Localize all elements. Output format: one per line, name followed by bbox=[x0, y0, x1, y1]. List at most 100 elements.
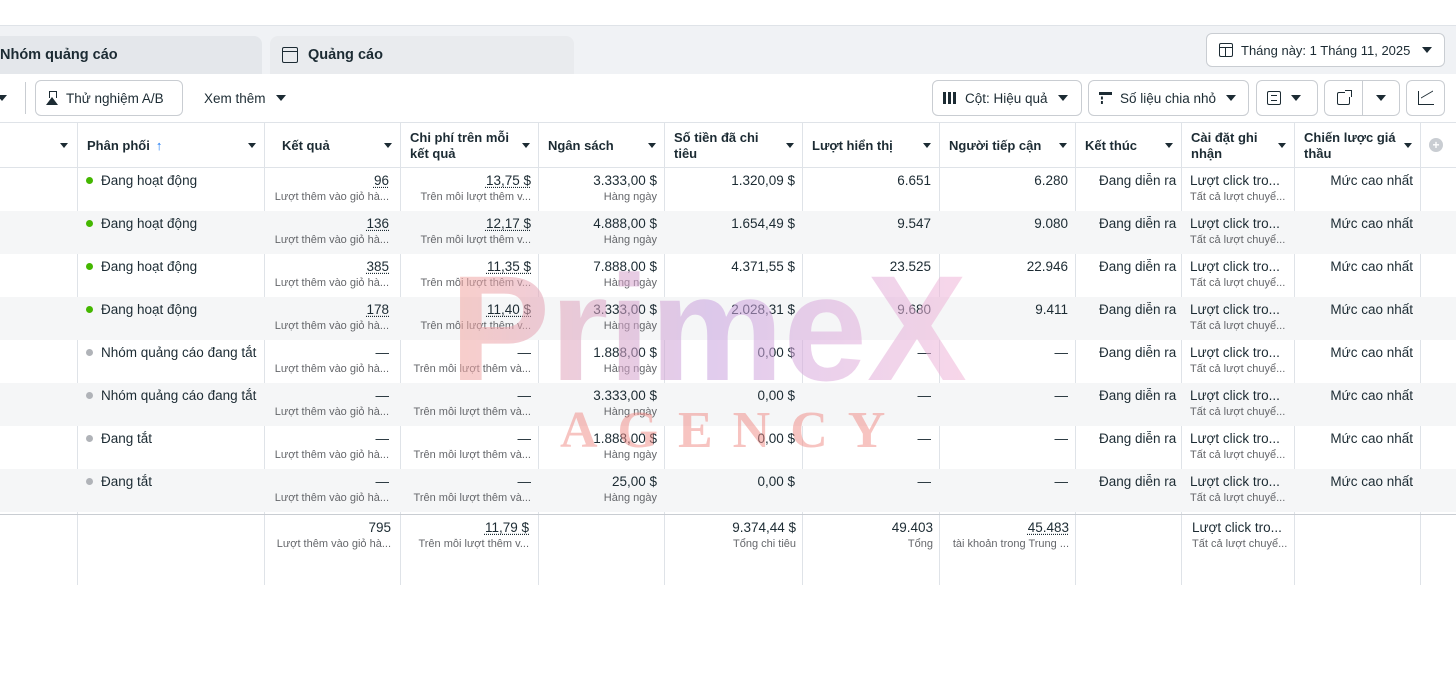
column-header-attribution[interactable]: Cài đặt ghi nhận bbox=[1191, 123, 1294, 168]
status-dot bbox=[86, 392, 93, 399]
results-cell: — Lượt thêm vào giỏ hà... bbox=[274, 388, 389, 418]
cost-per-result-cell: 11,40 $ Trên mỗi lượt thêm v... bbox=[420, 302, 531, 332]
cost-per-result-cell: — Trên mỗi lượt thêm và... bbox=[413, 431, 531, 461]
chevron-down-icon bbox=[1165, 143, 1173, 148]
table-row[interactable]: Đang hoạt động 136 Lượt thêm vào giỏ hà...… bbox=[0, 211, 1456, 254]
ends-cell: Đang diễn ra bbox=[1099, 302, 1177, 317]
breakdown-button[interactable]: Số liệu chia nhỏ bbox=[1088, 80, 1249, 116]
attribution-cell: Lượt click tro... Tất cả lượt chuyể... bbox=[1190, 259, 1286, 289]
amount-spent-cell: 4.371,55 $ bbox=[731, 259, 795, 274]
status-dot bbox=[86, 177, 93, 184]
delivery-status: Đang tắt bbox=[101, 431, 153, 446]
delivery-status: Đang hoạt động bbox=[101, 302, 198, 317]
bid-strategy-cell: Mức cao nhất bbox=[1330, 474, 1413, 489]
chevron-down-icon bbox=[648, 143, 656, 148]
column-header-reach[interactable]: Người tiếp cận bbox=[949, 123, 1075, 168]
sort-ascending-icon: ↑ bbox=[155, 137, 163, 153]
chevron-down-icon bbox=[384, 143, 392, 148]
export-menu-button[interactable] bbox=[1363, 81, 1399, 115]
reports-button[interactable] bbox=[1256, 80, 1318, 116]
status-dot bbox=[86, 306, 93, 313]
table-row[interactable]: Đang tắt — Lượt thêm vào giỏ hà... — Trên mỗ… bbox=[0, 426, 1456, 469]
attribution-cell: Lượt click tro... Tất cả lượt chuyể... bbox=[1190, 431, 1286, 461]
status-dot bbox=[86, 435, 93, 442]
table-row[interactable]: Nhóm quảng cáo đang tắt — Lượt thêm vào gi… bbox=[0, 383, 1456, 426]
ends-cell: Đang diễn ra bbox=[1099, 173, 1177, 188]
budget-cell[interactable]: 25,00 $ Hàng ngày bbox=[603, 474, 657, 504]
bid-strategy-cell: Mức cao nhất bbox=[1330, 388, 1413, 403]
reach-cell: 9.080 bbox=[1034, 216, 1068, 231]
chevron-down-icon[interactable] bbox=[60, 143, 68, 148]
tab-ads[interactable]: Quảng cáo bbox=[270, 36, 574, 74]
see-more-button[interactable]: Xem thêm bbox=[204, 80, 286, 116]
attribution-cell: Lượt click tro... Tất cả lượt chuyể... bbox=[1190, 474, 1286, 504]
delivery-status: Đang hoạt động bbox=[101, 173, 198, 188]
ab-test-button[interactable]: Thử nghiệm A/B bbox=[35, 80, 183, 116]
ab-test-label: Thử nghiệm A/B bbox=[66, 90, 164, 106]
table-row[interactable]: Đang hoạt động 96 Lượt thêm vào giỏ hà... 1… bbox=[0, 168, 1456, 211]
summary-cost-per-result: 11,79 $ Trên mỗi lượt thêm v... bbox=[418, 520, 529, 550]
column-header-label: Cài đặt ghi nhận bbox=[1191, 129, 1258, 161]
results-cell: 178 Lượt thêm vào giỏ hà... bbox=[274, 302, 389, 332]
budget-cell[interactable]: 7.888,00 $ Hàng ngày bbox=[593, 259, 657, 289]
column-header-budget[interactable]: Ngân sách bbox=[548, 123, 664, 168]
column-header-bid-strategy[interactable]: Chiến lược giá thầu bbox=[1304, 123, 1420, 168]
delivery-status: Đang hoạt động bbox=[101, 259, 198, 274]
summary-impressions: 49.403 Tổng bbox=[891, 520, 933, 550]
toolbar-divider bbox=[25, 82, 26, 114]
budget-cell[interactable]: 1.888,00 $ Hàng ngày bbox=[593, 345, 657, 375]
column-header-label: Kết thúc bbox=[1085, 137, 1137, 153]
impressions-cell: — bbox=[917, 345, 932, 360]
column-header-ends[interactable]: Kết thúc bbox=[1085, 123, 1181, 168]
columns-button[interactable]: Cột: Hiệu quả bbox=[932, 80, 1082, 116]
delivery-status: Nhóm quảng cáo đang tắt bbox=[101, 345, 257, 360]
add-column-icon[interactable]: + bbox=[1429, 138, 1443, 152]
impressions-cell: — bbox=[917, 388, 932, 403]
status-dot bbox=[86, 478, 93, 485]
table-row[interactable]: Đang hoạt động 385 Lượt thêm vào giỏ hà...… bbox=[0, 254, 1456, 297]
budget-cell[interactable]: 3.333,00 $ Hàng ngày bbox=[593, 173, 657, 203]
chevron-down-icon bbox=[923, 143, 931, 148]
column-divider bbox=[264, 123, 265, 585]
toolbar: Thử nghiệm A/B Xem thêm Cột: Hiệu quả Số… bbox=[0, 74, 1456, 122]
table-row[interactable]: Nhóm quảng cáo đang tắt — Lượt thêm vào gi… bbox=[0, 340, 1456, 383]
column-header-amount-spent[interactable]: Số tiền đã chi tiêu bbox=[674, 123, 802, 168]
results-cell: — Lượt thêm vào giỏ hà... bbox=[274, 431, 389, 461]
results-cell: — Lượt thêm vào giỏ hà... bbox=[274, 345, 389, 375]
column-divider bbox=[1420, 123, 1421, 585]
cost-per-result-cell: — Trên mỗi lượt thêm và... bbox=[413, 388, 531, 418]
budget-cell[interactable]: 3.333,00 $ Hàng ngày bbox=[593, 388, 657, 418]
ends-cell: Đang diễn ra bbox=[1099, 216, 1177, 231]
budget-cell[interactable]: 1.888,00 $ Hàng ngày bbox=[593, 431, 657, 461]
column-header-label: Người tiếp cận bbox=[949, 137, 1042, 153]
chevron-down-icon[interactable] bbox=[0, 95, 7, 101]
date-range-picker[interactable]: Tháng này: 1 Tháng 11, 2025 bbox=[1206, 33, 1445, 67]
ends-cell: Đang diễn ra bbox=[1099, 431, 1177, 446]
calendar-icon bbox=[1219, 43, 1233, 57]
top-band bbox=[0, 0, 1456, 26]
export-button[interactable] bbox=[1325, 81, 1363, 115]
attribution-cell: Lượt click tro... Tất cả lượt chuyể... bbox=[1190, 302, 1286, 332]
summary-results: 795 Lượt thêm vào giỏ hà... bbox=[276, 520, 391, 550]
column-header-results[interactable]: Kết quả bbox=[282, 123, 400, 168]
column-divider bbox=[802, 123, 803, 585]
results-cell: 136 Lượt thêm vào giỏ hà... bbox=[274, 216, 389, 246]
tab-ad-sets[interactable]: Nhóm quảng cáo bbox=[0, 36, 262, 74]
column-header-delivery[interactable]: Phân phối ↑ bbox=[87, 123, 264, 168]
budget-cell[interactable]: 3.333,00 $ Hàng ngày bbox=[593, 302, 657, 332]
amount-spent-cell: 0,00 $ bbox=[757, 345, 795, 360]
table-row[interactable]: Đang tắt — Lượt thêm vào giỏ hà... — Trên mỗ… bbox=[0, 469, 1456, 512]
budget-cell[interactable]: 4.888,00 $ Hàng ngày bbox=[593, 216, 657, 246]
delivery-cell: Đang hoạt động bbox=[86, 173, 262, 188]
charts-button[interactable] bbox=[1406, 80, 1445, 116]
delivery-cell: Đang tắt bbox=[86, 431, 262, 446]
chevron-down-icon bbox=[1376, 95, 1386, 101]
column-header-impressions[interactable]: Lượt hiển thị bbox=[812, 123, 939, 168]
column-header-cost-per-result[interactable]: Chi phí trên mỗi kết quả bbox=[410, 123, 538, 168]
delivery-cell: Đang hoạt động bbox=[86, 302, 262, 317]
columns-icon bbox=[943, 92, 957, 104]
ends-cell: Đang diễn ra bbox=[1099, 345, 1177, 360]
delivery-status: Đang hoạt động bbox=[101, 216, 198, 231]
reach-cell: — bbox=[1054, 388, 1069, 403]
table-row[interactable]: Đang hoạt động 178 Lượt thêm vào giỏ hà...… bbox=[0, 297, 1456, 340]
